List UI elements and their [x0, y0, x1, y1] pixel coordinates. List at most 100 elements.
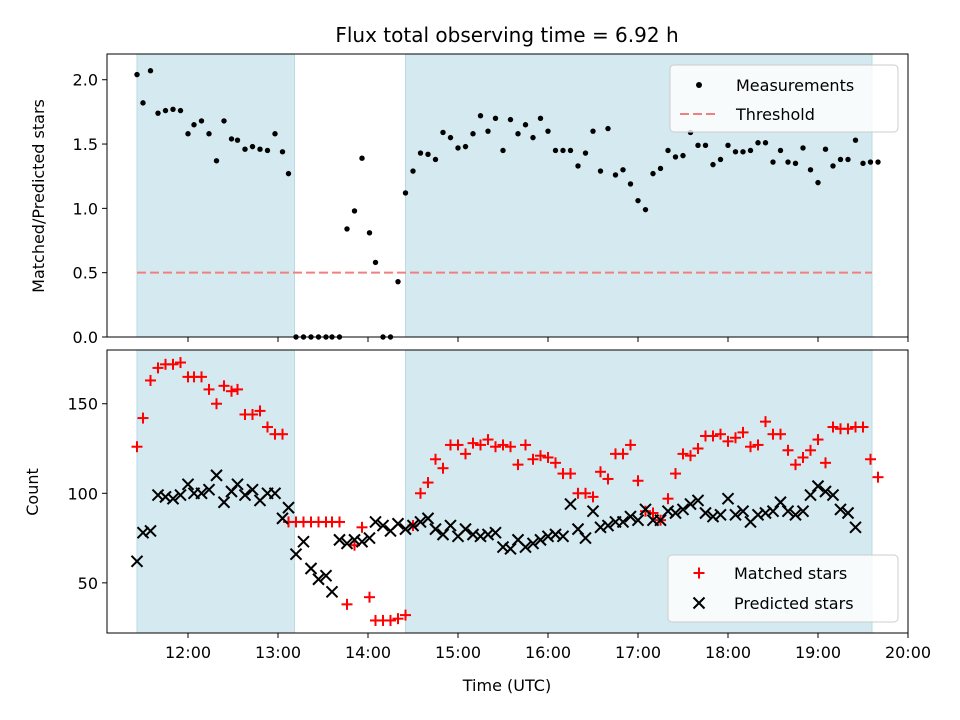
measurement-point — [221, 118, 227, 124]
matched-point — [542, 451, 554, 463]
predicted-point — [144, 524, 157, 538]
matched-point — [790, 459, 801, 471]
legend-cross — [692, 596, 706, 610]
measurement-point — [837, 156, 844, 163]
cross-b — [276, 512, 289, 525]
measurement-point — [140, 100, 146, 106]
measurement-point — [279, 149, 286, 155]
measurement-point — [462, 143, 469, 150]
xtick-label: 19:00 — [795, 643, 841, 662]
matched-point — [812, 434, 824, 446]
measurement-point — [582, 150, 589, 156]
predicted-point — [421, 512, 435, 525]
predicted-point — [834, 503, 847, 516]
bottom-ytick-label: 100 — [67, 484, 98, 503]
measurement-point — [672, 154, 679, 160]
cross-b — [811, 479, 825, 493]
cross-b — [496, 540, 510, 554]
cross-b — [369, 515, 382, 529]
cross-b — [511, 533, 525, 547]
cross-b — [714, 508, 727, 521]
cross-b — [564, 497, 577, 511]
measurement-point — [198, 118, 205, 124]
measurement-point — [447, 134, 454, 141]
predicted-point — [519, 540, 532, 554]
cross-b — [549, 528, 562, 541]
matched-point — [827, 421, 839, 433]
matched-point — [131, 441, 143, 453]
top-plot: 0.0 0.5 1.0 1.5 2.0 Flux total observing tim… — [29, 23, 909, 347]
cross-b — [751, 508, 765, 521]
cross-b — [534, 533, 547, 547]
measurement-point — [545, 128, 551, 134]
matched-point — [196, 371, 207, 383]
legend-predicted-label: Predicted stars — [734, 594, 854, 613]
cross-b — [174, 488, 187, 502]
predicted-point — [504, 542, 517, 556]
xtick-label: 12:00 — [165, 643, 211, 662]
matched-point — [430, 453, 441, 465]
cross-b — [781, 504, 795, 518]
matched-point — [211, 398, 222, 410]
matched-point — [805, 444, 816, 456]
predicted-point — [130, 555, 144, 568]
measurement-point — [657, 165, 664, 172]
cross-b — [159, 490, 172, 504]
cross-b — [312, 573, 325, 586]
predicted-point — [624, 510, 637, 523]
predicted-point — [751, 508, 765, 521]
matched-point — [857, 421, 869, 433]
measurement-point — [732, 149, 739, 155]
matched-point — [715, 428, 726, 440]
predicted-point — [231, 478, 244, 491]
measurement-point — [815, 179, 821, 186]
cross-b — [736, 504, 750, 518]
cross-b — [759, 506, 772, 520]
cross-b — [136, 526, 150, 539]
cross-b — [231, 478, 244, 491]
matched-point — [752, 439, 764, 451]
cross-b — [624, 510, 637, 523]
predicted-point — [174, 488, 187, 502]
measurement-point — [560, 147, 566, 154]
predicted-point — [151, 488, 165, 502]
measurement-point — [206, 131, 212, 137]
cross-b — [692, 596, 706, 610]
cross-b — [333, 533, 346, 547]
predicted-point — [661, 504, 675, 518]
matched-point — [152, 362, 164, 374]
matched-point — [842, 423, 854, 435]
measurement-point — [695, 142, 701, 149]
cross-b — [474, 530, 487, 543]
observing-window-top-0 — [136, 53, 295, 338]
xtick-label: 15:00 — [435, 643, 481, 662]
matched-point — [437, 462, 449, 474]
measurement-point — [822, 146, 829, 152]
bottom-legend: Matched stars Predicted stars — [667, 554, 899, 623]
measurement-point — [500, 147, 506, 154]
matched-point — [587, 491, 599, 503]
predicted-point — [312, 573, 325, 586]
top-y-axis-label: Matched/Predicted stars — [29, 99, 48, 293]
cross-b — [526, 537, 540, 550]
predicted-point — [159, 490, 172, 504]
matched-point — [356, 521, 368, 533]
predicted-point — [474, 530, 487, 543]
predicted-point — [774, 496, 787, 509]
predicted-point — [691, 494, 705, 507]
top-axes-frame — [106, 53, 909, 338]
predicted-point — [181, 478, 195, 491]
cross-b — [363, 531, 376, 545]
matched-point — [797, 451, 809, 463]
measurement-point — [359, 155, 365, 161]
cross-b — [669, 506, 682, 520]
matched-point — [145, 374, 156, 386]
predicted-point — [297, 535, 310, 548]
predicted-point — [594, 521, 607, 534]
matched-point — [262, 421, 273, 433]
cross-b — [804, 488, 817, 502]
matched-point — [226, 385, 237, 397]
cross-b — [849, 521, 862, 534]
xtick-label: 18:00 — [705, 643, 751, 662]
